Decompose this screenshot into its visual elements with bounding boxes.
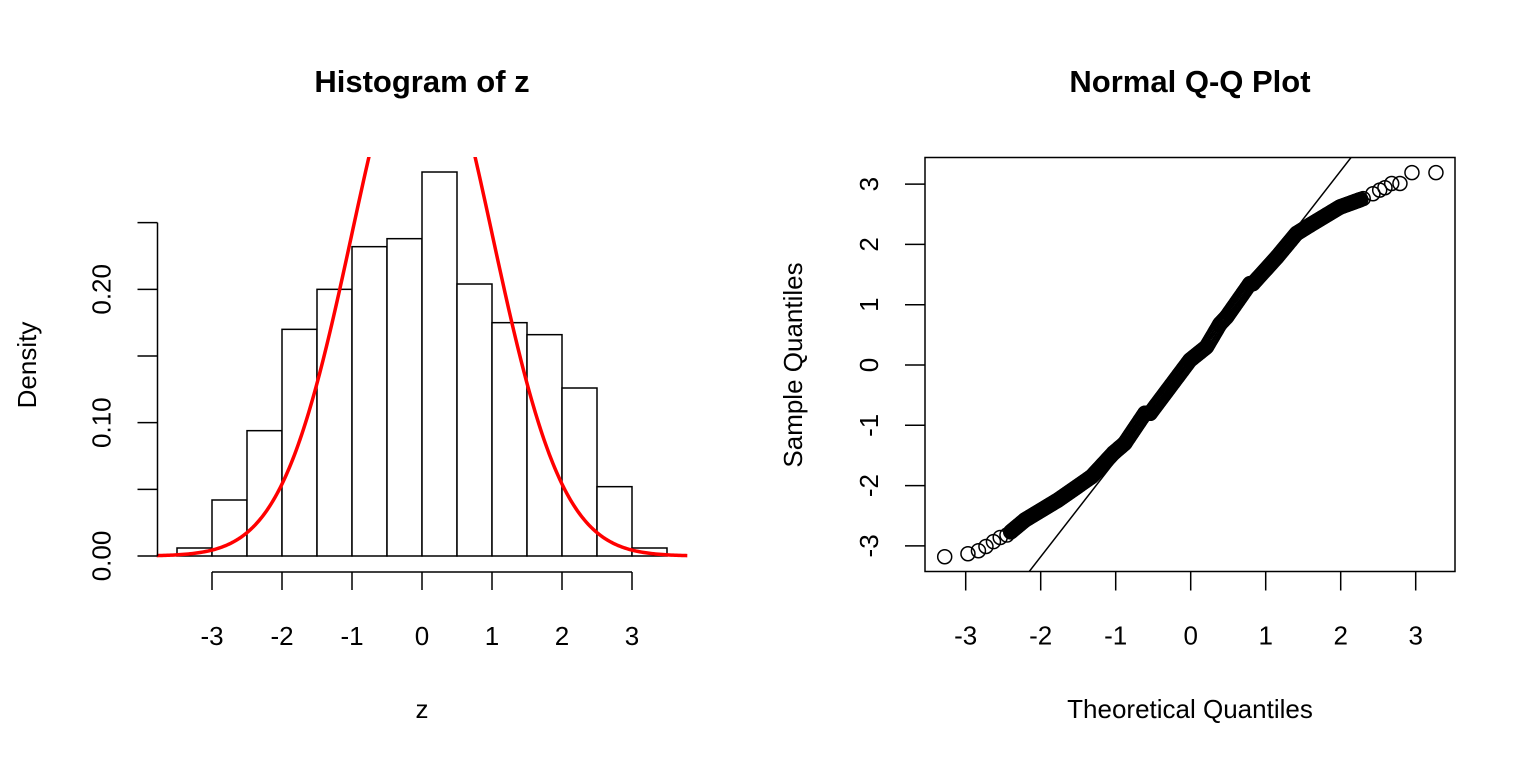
qq-point — [1198, 339, 1215, 355]
y-tick-label: 2 — [854, 237, 884, 251]
y-tick-label: 0.20 — [87, 264, 117, 315]
qq-point — [1218, 309, 1235, 325]
histogram-bar — [351, 245, 388, 557]
qq-point — [1116, 435, 1133, 452]
histogram-bar — [456, 283, 493, 557]
x-tick-label: -2 — [270, 621, 293, 651]
qq-point — [1017, 512, 1033, 528]
histogram-bar — [386, 237, 423, 557]
y-tick-label: -2 — [854, 474, 884, 497]
qq-x-axis: -3 -2 -1 0 1 2 3 — [954, 571, 1423, 651]
y-tick-label: 3 — [854, 177, 884, 191]
histogram-bar — [316, 288, 353, 557]
histogram-x-axis: -3 -2 -1 0 1 2 3 — [200, 571, 639, 651]
y-tick-label: -3 — [854, 534, 884, 557]
qq-point — [999, 527, 1015, 543]
qq-plot-panel: Normal Q-Q Plot Theoretical Quantiles Sa… — [778, 64, 1456, 724]
x-tick-label: -3 — [954, 621, 977, 651]
x-tick-label: 1 — [1258, 621, 1272, 651]
qq-ylabel: Sample Quantiles — [778, 262, 808, 467]
qq-point — [1083, 468, 1100, 485]
x-tick-label: -1 — [1104, 621, 1127, 651]
qq-point — [1288, 225, 1305, 242]
qq-point — [1355, 190, 1371, 207]
histogram-y-axis: 0.00 0.10 0.20 — [87, 221, 159, 582]
y-tick-label: 0.00 — [87, 531, 117, 582]
qq-point — [1137, 405, 1153, 421]
qq-point — [960, 545, 976, 562]
x-tick-label: -2 — [1029, 621, 1052, 651]
histogram-xlabel: z — [416, 694, 429, 724]
x-tick-label: 2 — [1333, 621, 1347, 651]
x-tick-label: 1 — [485, 621, 499, 651]
qq-y-axis: -3 -2 -1 0 1 2 3 — [854, 177, 925, 557]
qq-point — [1392, 175, 1408, 192]
qq-point — [1245, 275, 1261, 292]
qq-point — [1269, 249, 1285, 265]
qq-point — [970, 542, 987, 559]
qq-point — [1428, 164, 1444, 181]
histogram-title: Histogram of z — [314, 64, 529, 99]
histogram-bar — [561, 387, 598, 557]
x-tick-label: 2 — [555, 621, 569, 651]
qq-point — [1302, 217, 1318, 233]
qq-point — [1383, 175, 1400, 192]
qq-point — [936, 549, 953, 565]
qq-point — [1105, 445, 1122, 461]
x-tick-label: 0 — [415, 621, 429, 651]
qq-point — [1050, 492, 1066, 508]
x-tick-label: -1 — [340, 621, 363, 651]
histogram-ylabel: Density — [12, 322, 42, 409]
normal-density-curve — [156, 157, 688, 558]
y-tick-label: -1 — [854, 414, 884, 437]
x-tick-label: 3 — [1408, 621, 1422, 651]
histogram-bars — [176, 171, 668, 557]
qq-points — [936, 164, 1444, 565]
qq-title: Normal Q-Q Plot — [1069, 64, 1310, 99]
qq-point — [1142, 405, 1158, 421]
qq-point — [992, 529, 1008, 546]
qq-xlabel: Theoretical Quantiles — [1067, 694, 1313, 724]
x-tick-label: 0 — [1183, 621, 1197, 651]
y-tick-label: 0.10 — [87, 397, 117, 448]
histogram-bar — [421, 171, 458, 557]
qq-point — [1332, 199, 1348, 215]
x-tick-label: -3 — [200, 621, 223, 651]
qq-point — [978, 538, 994, 555]
histogram-panel: Histogram of z z Density -3 -2 -1 0 1 2 3 0.00… — [12, 64, 688, 724]
qq-point — [1404, 164, 1420, 181]
y-tick-label: 0 — [854, 358, 884, 372]
y-tick-label: 1 — [854, 297, 884, 311]
x-tick-label: 3 — [625, 621, 639, 651]
qq-point — [1182, 352, 1198, 368]
